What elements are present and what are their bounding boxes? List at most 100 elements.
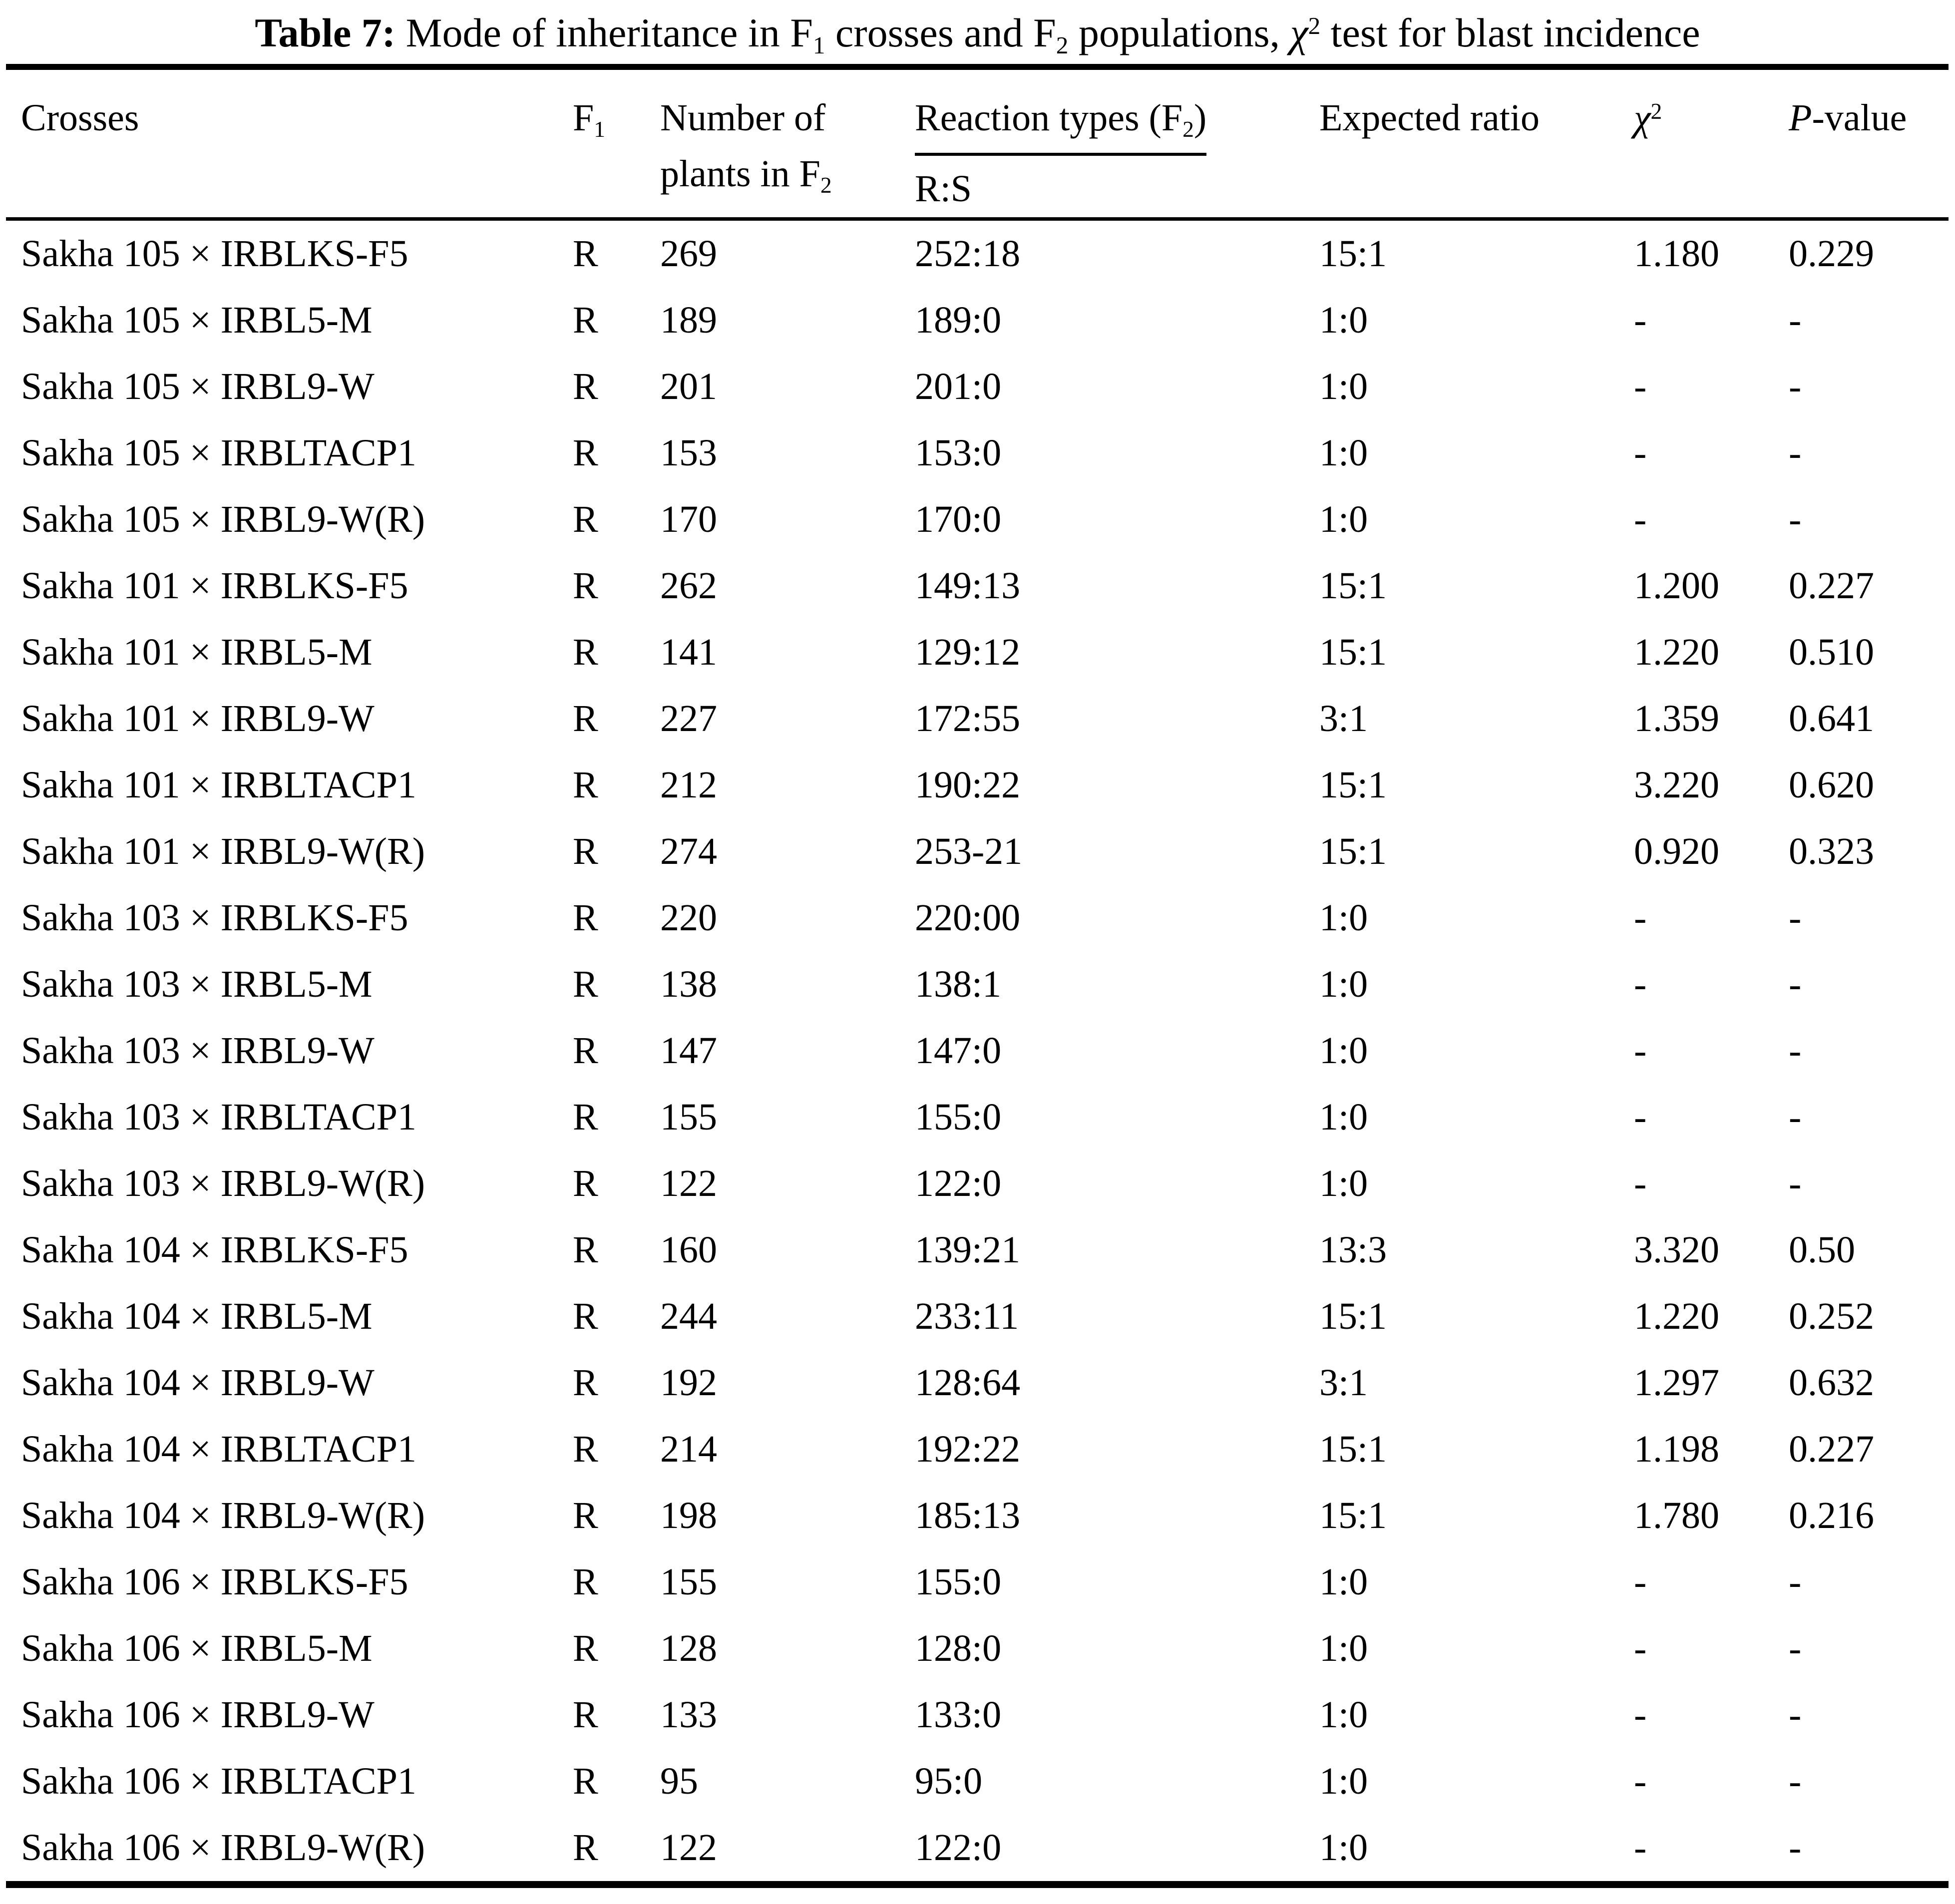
text-part: populations,	[1068, 10, 1290, 55]
col-header-p-value: P-value	[1771, 67, 1949, 221]
p-value-cell: 0.50	[1789, 1229, 1855, 1271]
reaction-types-cell: 253-21	[915, 830, 1023, 872]
table-row: Sakha 103 × IRBLKS-F5 R 220 220:00 1:0 - -	[6, 885, 1949, 951]
chi-square-cell: -	[1634, 366, 1647, 407]
plants-count-cell: 133	[660, 1694, 717, 1736]
f1-cell: R	[573, 565, 598, 607]
crosses-cell: Sakha 106 × IRBLKS-F5	[21, 1561, 408, 1603]
plants-count-cell: 212	[660, 764, 717, 806]
inheritance-table: Crosses F1 Number of plants in F2 Reaction t…	[6, 64, 1949, 1888]
table-caption: Table 7: Mode of inheritance in F1 cross…	[0, 0, 1955, 64]
chi-square-cell: -	[1634, 1030, 1647, 1072]
crosses-cell: Sakha 104 × IRBLTACP1	[21, 1428, 416, 1470]
crosses-cell: Sakha 104 × IRBL9-W	[21, 1362, 375, 1404]
col-header-f1: F1	[543, 67, 638, 221]
p-value-cell: 0.252	[1789, 1295, 1874, 1337]
crosses-cell: Sakha 103 × IRBLKS-F5	[21, 897, 408, 939]
reaction-types-cell: 128:0	[915, 1627, 1002, 1669]
col-header-chi-square: χ2	[1616, 67, 1771, 221]
chi-square-cell: -	[1634, 1760, 1647, 1802]
f1-cell: R	[573, 299, 598, 341]
expected-ratio-cell: 1:0	[1319, 498, 1368, 540]
p-value-cell: -	[1789, 498, 1802, 540]
header-line2: plants in F2	[660, 146, 892, 202]
header-row: Crosses F1 Number of plants in F2 Reaction t…	[6, 67, 1949, 221]
text-part: P	[1789, 97, 1812, 139]
reaction-types-cell: 192:22	[915, 1428, 1021, 1470]
table-row: Sakha 104 × IRBL9-W R 192 128:64 3:1 1.297 0.6…	[6, 1350, 1949, 1416]
expected-ratio-cell: 1:0	[1319, 1627, 1368, 1669]
plants-count-cell: 95	[660, 1760, 698, 1802]
text-part: 2	[820, 172, 832, 198]
expected-ratio-cell: 1:0	[1319, 1561, 1368, 1603]
p-value-cell: 0.620	[1789, 764, 1874, 806]
f1-cell: R	[573, 764, 598, 806]
expected-ratio-cell: 15:1	[1319, 1428, 1387, 1470]
chi-square-cell: 3.220	[1634, 764, 1719, 806]
reaction-types-cell: 189:0	[915, 299, 1002, 341]
chi-square-cell: 1.200	[1634, 565, 1719, 607]
p-value-cell: 0.632	[1789, 1362, 1874, 1404]
text-part: R:S	[915, 168, 972, 210]
table-row: Sakha 106 × IRBL9-W R 133 133:0 1:0 - -	[6, 1682, 1949, 1748]
expected-ratio-cell: 15:1	[1319, 1295, 1387, 1337]
header-line1: Reaction types (F2)	[915, 90, 1306, 156]
text-part: -value	[1812, 97, 1907, 139]
expected-ratio-cell: 3:1	[1319, 698, 1368, 740]
f1-cell: R	[573, 1827, 598, 1869]
reaction-types-cell: 252:18	[915, 233, 1021, 275]
header-line1: Expected ratio	[1319, 90, 1616, 146]
f1-cell: R	[573, 897, 598, 939]
chi-square-cell: -	[1634, 963, 1647, 1005]
table-body: Sakha 105 × IRBLKS-F5 R 269 252:18 15:1 1.180…	[6, 219, 1949, 1885]
reaction-types-cell: 95:0	[915, 1760, 983, 1802]
reaction-types-cell: 155:0	[915, 1561, 1002, 1603]
expected-ratio-cell: 1:0	[1319, 1760, 1368, 1802]
chi-square-cell: 1.220	[1634, 631, 1719, 673]
p-value-cell: 0.229	[1789, 233, 1874, 275]
crosses-cell: Sakha 101 × IRBL9-W(R)	[21, 830, 425, 872]
underlined-header-text: Reaction types (F2)	[915, 90, 1207, 156]
f1-cell: R	[573, 1030, 598, 1072]
f1-cell: R	[573, 1362, 598, 1404]
table-row: Sakha 103 × IRBL5-M R 138 138:1 1:0 - -	[6, 951, 1949, 1018]
f1-cell: R	[573, 1162, 598, 1204]
expected-ratio-cell: 1:0	[1319, 1694, 1368, 1736]
expected-ratio-cell: 1:0	[1319, 1096, 1368, 1138]
f1-cell: R	[573, 698, 598, 740]
crosses-cell: Sakha 101 × IRBLKS-F5	[21, 565, 408, 607]
plants-count-cell: 122	[660, 1827, 717, 1869]
p-value-cell: 0.510	[1789, 631, 1874, 673]
p-value-cell: -	[1789, 1827, 1802, 1869]
p-value-cell: -	[1789, 299, 1802, 341]
plants-count-cell: 269	[660, 233, 717, 275]
table-row: Sakha 105 × IRBL5-M R 189 189:0 1:0 - -	[6, 287, 1949, 354]
col-header-crosses: Crosses	[6, 67, 543, 221]
chi-square-cell: -	[1634, 299, 1647, 341]
text-part: χ	[1290, 10, 1308, 55]
chi-square-cell: -	[1634, 432, 1647, 474]
table-row: Sakha 101 × IRBL9-W(R) R 274 253-21 15:1 0.92…	[6, 818, 1949, 885]
f1-cell: R	[573, 432, 598, 474]
f1-cell: R	[573, 830, 598, 872]
table-row: Sakha 106 × IRBLKS-F5 R 155 155:0 1:0 - -	[6, 1549, 1949, 1615]
expected-ratio-cell: 15:1	[1319, 1495, 1387, 1536]
expected-ratio-cell: 3:1	[1319, 1362, 1368, 1404]
f1-cell: R	[573, 1561, 598, 1603]
reaction-types-cell: 122:0	[915, 1162, 1002, 1204]
expected-ratio-cell: 1:0	[1319, 1030, 1368, 1072]
chi-square-cell: 1.220	[1634, 1295, 1719, 1337]
expected-ratio-cell: 15:1	[1319, 233, 1387, 275]
crosses-cell: Sakha 106 × IRBL9-W(R)	[21, 1827, 425, 1869]
chi-square-cell: -	[1634, 1561, 1647, 1603]
p-value-cell: -	[1789, 1162, 1802, 1204]
reaction-types-cell: 122:0	[915, 1827, 1002, 1869]
reaction-types-cell: 155:0	[915, 1096, 1002, 1138]
expected-ratio-cell: 1:0	[1319, 366, 1368, 407]
table-row: Sakha 101 × IRBLKS-F5 R 262 149:13 15:1 1.200…	[6, 553, 1949, 619]
crosses-cell: Sakha 105 × IRBL9-W(R)	[21, 498, 425, 540]
crosses-cell: Sakha 104 × IRBLKS-F5	[21, 1229, 408, 1271]
plants-count-cell: 189	[660, 299, 717, 341]
text-part: Expected ratio	[1319, 97, 1540, 139]
f1-cell: R	[573, 498, 598, 540]
